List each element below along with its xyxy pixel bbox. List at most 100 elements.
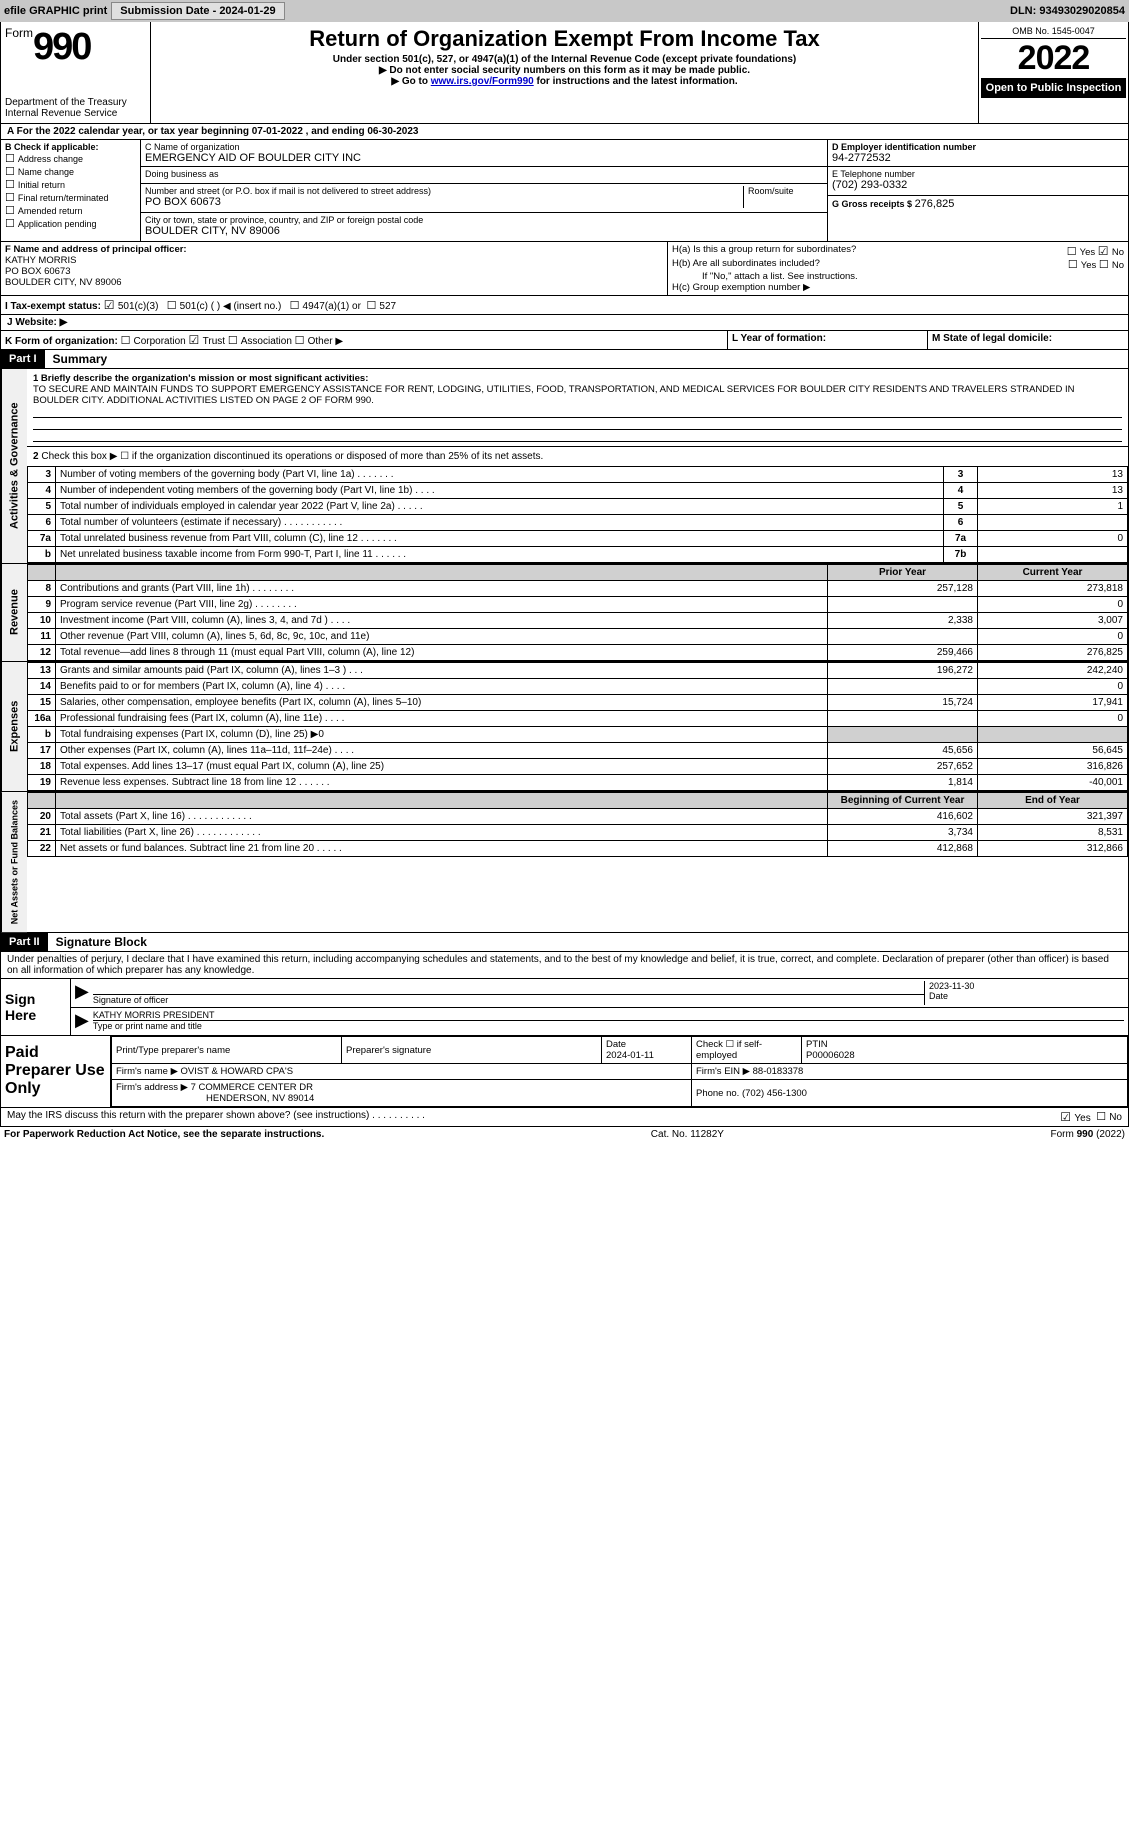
i-527[interactable]: 527 — [366, 301, 396, 312]
table-row: 17Other expenses (Part IX, column (A), l… — [28, 743, 1128, 759]
goto-link[interactable]: www.irs.gov/Form990 — [431, 76, 534, 87]
k-corp[interactable]: Corporation — [121, 336, 186, 347]
firm-name-label: Firm's name ▶ — [116, 1066, 178, 1077]
check-amended[interactable]: Amended return — [5, 204, 136, 217]
ptin-hdr: PTIN — [806, 1039, 1123, 1050]
form-subtitle: Under section 501(c), 527, or 4947(a)(1)… — [159, 54, 970, 65]
room-label: Room/suite — [743, 186, 823, 208]
box-klm: K Form of organization: Corporation Trus… — [0, 331, 1129, 350]
firm-name-value: OVIST & HOWARD CPA'S — [181, 1066, 294, 1077]
page-footer: For Paperwork Reduction Act Notice, see … — [0, 1127, 1129, 1142]
prep-self-employed[interactable]: Check ☐ if self-employed — [692, 1037, 802, 1064]
ha-yes[interactable]: Yes — [1067, 247, 1095, 258]
line-a-text: For the 2022 calendar year, or tax year … — [17, 126, 419, 137]
box-l: L Year of formation: — [728, 331, 928, 349]
part1-header: Part I Summary — [0, 350, 1129, 369]
i-4947[interactable]: 4947(a)(1) or — [290, 301, 361, 312]
table-row: 6Total number of volunteers (estimate if… — [28, 515, 1128, 531]
firm-addr1: 7 COMMERCE CENTER DR — [191, 1082, 313, 1093]
prior-year-hdr: Prior Year — [828, 565, 978, 581]
submission-date-button[interactable]: Submission Date - 2024-01-29 — [111, 2, 284, 20]
check-initial-return[interactable]: Initial return — [5, 178, 136, 191]
part1-netassets: Net Assets or Fund Balances Beginning of… — [0, 792, 1129, 933]
part1-badge: Part I — [1, 350, 45, 368]
sig-officer-label: Signature of officer — [93, 995, 924, 1005]
efile-label: efile GRAPHIC print — [4, 5, 107, 17]
type-name-label: Type or print name and title — [93, 1021, 1124, 1031]
box-i-label: I Tax-exempt status: — [5, 301, 101, 312]
discuss-row: May the IRS discuss this return with the… — [0, 1108, 1129, 1127]
form-header: Form990 Department of the Treasury Inter… — [0, 22, 1129, 124]
i-501c[interactable]: 501(c) ( ) ◀ (insert no.) — [167, 301, 282, 312]
part1-governance: Activities & Governance 1 Briefly descri… — [0, 369, 1129, 564]
table-row: 10Investment income (Part VIII, column (… — [28, 613, 1128, 629]
hb-answers: Yes No — [1068, 258, 1124, 271]
city-value: BOULDER CITY, NV 89006 — [145, 225, 823, 237]
hc-label: H(c) Group exemption number ▶ — [672, 282, 1124, 293]
box-e-label: E Telephone number — [832, 169, 1124, 179]
check-app-pending[interactable]: Application pending — [5, 217, 136, 230]
discuss-no[interactable]: No — [1096, 1110, 1122, 1124]
sig-arrow-icon-2 — [75, 1010, 93, 1031]
q2-text: Check this box ▶ ☐ if the organization d… — [41, 451, 543, 462]
box-g: G Gross receipts $ 276,825 — [828, 195, 1128, 212]
preparer-table: Print/Type preparer's name Preparer's si… — [111, 1036, 1128, 1107]
table-row: 15Salaries, other compensation, employee… — [28, 695, 1128, 711]
check-final-return[interactable]: Final return/terminated — [5, 191, 136, 204]
ssn-warning: Do not enter social security numbers on … — [159, 65, 970, 76]
hb-label: H(b) Are all subordinates included? — [672, 258, 820, 271]
q2-line: 2 Check this box ▶ ☐ if the organization… — [27, 447, 1128, 466]
goto-suffix: for instructions and the latest informat… — [534, 76, 738, 87]
form-number-box: Form990 Department of the Treasury Inter… — [1, 22, 151, 123]
discuss-yes[interactable]: Yes — [1060, 1110, 1090, 1124]
k-other[interactable]: Other ▶ — [295, 336, 343, 347]
vtab-governance: Activities & Governance — [1, 369, 27, 563]
ha-answers: Yes No — [1067, 244, 1124, 258]
table-row: 21Total liabilities (Part X, line 26) . … — [28, 825, 1128, 841]
mission-block: 1 Briefly describe the organization's mi… — [27, 369, 1128, 447]
ha-no[interactable]: No — [1098, 247, 1124, 258]
gross-receipts: 276,825 — [915, 198, 955, 210]
hb-yes[interactable]: Yes — [1068, 260, 1096, 271]
k-trust[interactable]: Trust — [189, 336, 226, 347]
firm-ein-label: Firm's EIN ▶ — [696, 1066, 750, 1077]
mission-text: TO SECURE AND MAINTAIN FUNDS TO SUPPORT … — [33, 384, 1122, 406]
hb-no[interactable]: No — [1099, 260, 1124, 271]
phone-value: (702) 293-0332 — [832, 179, 1124, 191]
box-h: H(a) Is this a group return for subordin… — [668, 242, 1128, 295]
netassets-table: Beginning of Current Year End of Year 20… — [27, 792, 1128, 857]
table-row: 11Other revenue (Part VIII, column (A), … — [28, 629, 1128, 645]
q1-label: 1 Briefly describe the organization's mi… — [33, 373, 1122, 384]
revenue-table: Prior Year Current Year 8Contributions a… — [27, 564, 1128, 661]
firm-ein-value: 88-0183378 — [753, 1066, 804, 1077]
k-assoc[interactable]: Association — [228, 336, 292, 347]
part2-header: Part II Signature Block — [0, 933, 1129, 952]
firm-addr-label: Firm's address ▶ — [116, 1082, 188, 1093]
part1-title: Summary — [45, 352, 108, 366]
part1-revenue: Revenue Prior Year Current Year 8Contrib… — [0, 564, 1129, 662]
tax-year: 2022 — [981, 39, 1126, 78]
firm-addr2: HENDERSON, NV 89014 — [116, 1093, 314, 1104]
box-m-label: M State of legal domicile: — [932, 333, 1052, 344]
i-501c3[interactable]: 501(c)(3) — [104, 301, 159, 312]
check-name-change[interactable]: Name change — [5, 165, 136, 178]
dept-label: Department of the Treasury — [5, 97, 146, 108]
efile-topbar: efile GRAPHIC print Submission Date - 20… — [0, 0, 1129, 22]
table-row: 5Total number of individuals employed in… — [28, 499, 1128, 515]
prep-sig-hdr: Preparer's signature — [346, 1045, 597, 1056]
form-title: Return of Organization Exempt From Incom… — [159, 26, 970, 52]
discuss-text: May the IRS discuss this return with the… — [7, 1110, 1060, 1124]
ein-value: 94-2772532 — [832, 152, 1124, 164]
blocks-bcdeg: B Check if applicable: Address change Na… — [0, 140, 1129, 242]
box-c-label: C Name of organization — [145, 142, 823, 152]
table-row: 14Benefits paid to or for members (Part … — [28, 679, 1128, 695]
goto-line: Go to www.irs.gov/Form990 for instructio… — [159, 76, 970, 87]
expenses-table: 13Grants and similar amounts paid (Part … — [27, 662, 1128, 791]
firm-phone-value: (702) 456-1300 — [742, 1088, 807, 1099]
table-row: 20Total assets (Part X, line 16) . . . .… — [28, 809, 1128, 825]
table-row: 16aProfessional fundraising fees (Part I… — [28, 711, 1128, 727]
box-j: J Website: ▶ — [0, 315, 1129, 331]
check-address-change[interactable]: Address change — [5, 152, 136, 165]
street-label: Number and street (or P.O. box if mail i… — [145, 186, 743, 196]
box-deg: D Employer identification number 94-2772… — [828, 140, 1128, 241]
